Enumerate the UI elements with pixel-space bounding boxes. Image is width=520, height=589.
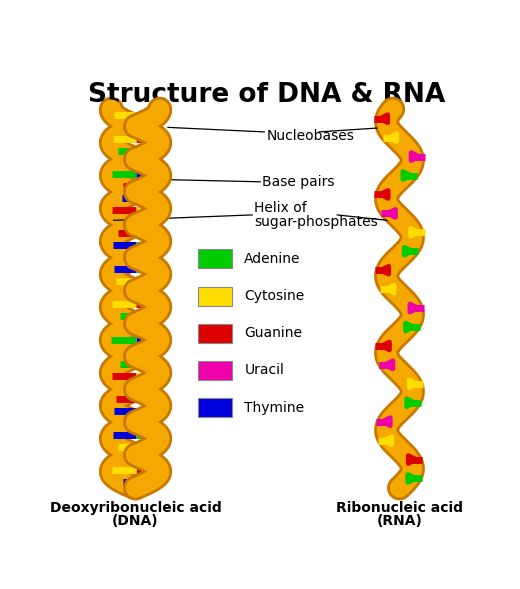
Text: sugar-phosphates: sugar-phosphates [254,215,378,229]
Text: Guanine: Guanine [244,326,302,340]
Text: Adenine: Adenine [244,252,301,266]
Bar [198,398,232,417]
Text: (DNA): (DNA) [112,514,159,528]
Bar [198,249,232,269]
Bar [198,361,232,380]
Text: Thymine: Thymine [244,401,305,415]
Text: Uracil: Uracil [244,363,284,378]
Text: Helix of: Helix of [254,201,307,215]
Bar [198,287,232,306]
Text: Base pairs: Base pairs [263,175,335,189]
Text: Cytosine: Cytosine [244,289,305,303]
Text: Ribonucleic acid: Ribonucleic acid [336,501,463,515]
Text: Deoxyribonucleic acid: Deoxyribonucleic acid [49,501,222,515]
Text: Structure of DNA & RNA: Structure of DNA & RNA [88,82,445,108]
Bar [198,324,232,343]
Text: Nucleobases: Nucleobases [267,130,354,144]
Text: (RNA): (RNA) [376,514,422,528]
